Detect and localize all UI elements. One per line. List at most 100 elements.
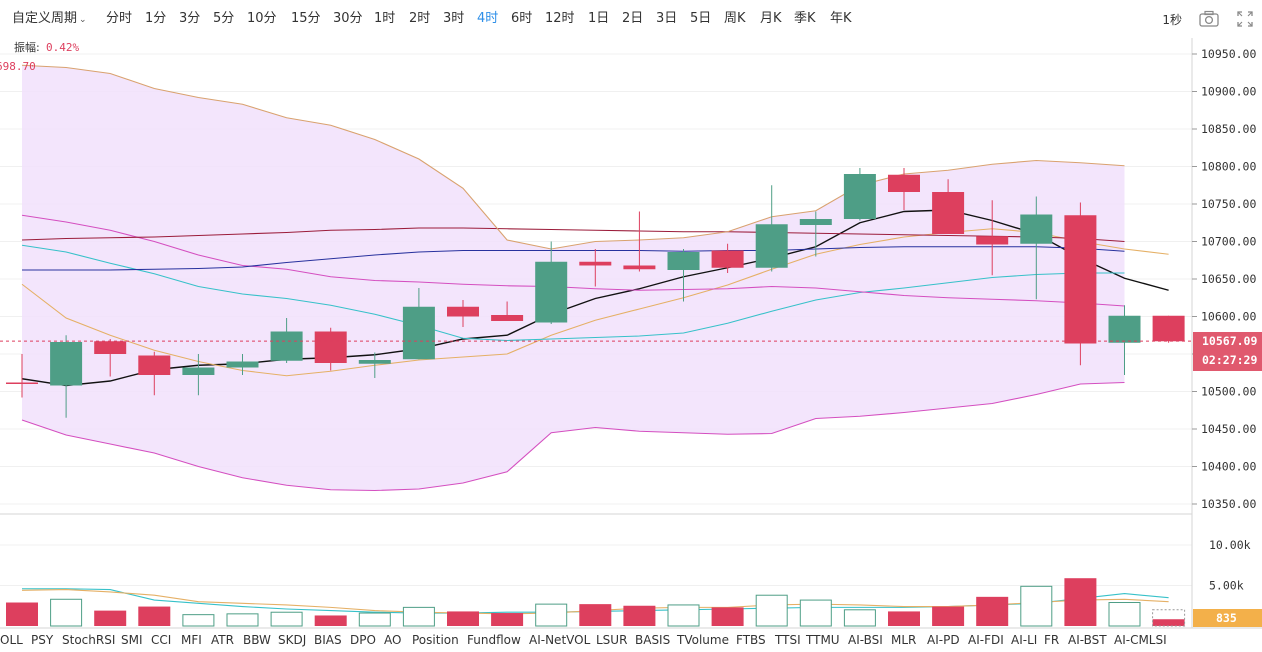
price-axis-label: 10650.00 (1201, 272, 1256, 286)
indicator-tab[interactable]: MLR (891, 633, 917, 647)
timeframe-tab[interactable]: 1时 (374, 11, 396, 26)
timeframe-tab[interactable]: 12时 (545, 11, 575, 26)
kline-chart[interactable]: 10950.00 10900.00 10850.00 10800.00 10750.00… (0, 38, 1262, 652)
indicator-tab[interactable]: TTSI (775, 633, 801, 647)
candle (314, 327, 347, 371)
indicator-tab[interactable]: TTMU (806, 633, 840, 647)
volume-bar (447, 611, 479, 626)
volume-bar (358, 612, 391, 627)
indicator-tab[interactable]: AI-FDI (968, 633, 1004, 647)
timeframe-tab[interactable]: 3日 (656, 11, 678, 26)
timeframe-tab[interactable]: 1分 (145, 11, 167, 26)
indicator-tab[interactable]: AI-BST (1068, 633, 1107, 647)
timeframe-tab[interactable]: 1日 (588, 11, 610, 26)
price-axis-label: 10750.00 (1201, 197, 1256, 211)
ma-magenta-line (21, 214, 1125, 307)
indicator-tab[interactable]: AI-PD (927, 633, 960, 647)
indicator-tab[interactable]: CCI (151, 633, 172, 647)
indicator-tab[interactable]: OLL (0, 633, 23, 647)
timeframe-tab[interactable]: 3时 (443, 11, 465, 26)
current-volume-tag (1193, 609, 1262, 627)
indicator-tab[interactable]: StochRSI (62, 633, 116, 647)
volume-bars (6, 578, 1186, 627)
current-price-tag (1193, 332, 1262, 371)
timeframe-tab[interactable]: 5分 (213, 11, 235, 26)
timeframe-tab[interactable]: 2日 (622, 11, 644, 26)
candle (535, 241, 568, 324)
price-axis-label: 10800.00 (1201, 160, 1256, 174)
indicator-tab[interactable]: BIAS (314, 633, 342, 647)
candle (138, 351, 171, 396)
timeframe-tab[interactable]: 月K (760, 11, 782, 26)
candle (888, 168, 920, 210)
indicator-tab[interactable]: AI-NetVOL (529, 633, 591, 647)
indicator-tab[interactable]: BBW (243, 633, 271, 647)
indicator-tab[interactable]: MFI (181, 633, 202, 647)
volume-bar (1064, 578, 1097, 626)
timeframe-tab[interactable]: 3分 (179, 11, 201, 26)
volume-bar (314, 615, 347, 626)
timeframe-tab[interactable]: 周K (724, 11, 746, 26)
candle (932, 179, 965, 234)
price-axis-label: 10850.00 (1201, 122, 1256, 136)
volume-bar (799, 599, 832, 627)
timeframe-tab[interactable]: 年K (830, 11, 852, 26)
indicator-tab[interactable]: TVolume (677, 633, 729, 647)
custom-period-label: 自定义周期 (12, 11, 78, 26)
indicator-tab[interactable]: SMI (121, 633, 143, 647)
candle (50, 335, 83, 418)
volume-axis: 10.00k 5.00k (1209, 538, 1251, 593)
timeframe-tab[interactable]: 分时 (106, 11, 133, 26)
volume-bar (888, 611, 920, 626)
volume-bar (579, 604, 612, 626)
indicator-tab[interactable]: LSUR (596, 633, 628, 647)
timeframe-tab[interactable]: 5日 (690, 11, 712, 26)
indicator-tab[interactable]: AO (384, 633, 402, 647)
indicator-tab[interactable]: PSY (31, 633, 54, 647)
candle (1020, 196, 1053, 300)
price-axis-label: 10350.00 (1201, 497, 1256, 511)
indicator-tab[interactable]: FTBS (736, 633, 766, 647)
candle (799, 211, 832, 257)
camera-icon[interactable] (1198, 10, 1220, 28)
indicator-tab[interactable]: AI-CMLSI (1114, 633, 1167, 647)
volume-bar (843, 609, 876, 627)
indicator-lines (21, 64, 1169, 492)
timeframe-tab[interactable]: 15分 (291, 11, 321, 26)
indicator-tab[interactable]: FR (1044, 633, 1060, 647)
candle (711, 243, 744, 273)
timeframe-tab[interactable]: 6时 (511, 11, 533, 26)
volume-bar (226, 613, 259, 627)
candle (182, 354, 215, 396)
candle (1152, 315, 1185, 343)
indicator-tab[interactable]: ATR (211, 633, 234, 647)
volume-axis-label: 10.00k (1209, 538, 1251, 552)
timeframe-tab[interactable]: 季K (794, 11, 816, 26)
indicator-tab[interactable]: SKDJ (278, 633, 307, 647)
price-axis-label: 10900.00 (1201, 85, 1256, 99)
bollinger-band-fill (22, 65, 1125, 491)
indicator-tab[interactable]: Fundflow (467, 633, 521, 647)
candlesticks (6, 168, 1185, 418)
ma-orange-line (21, 228, 1169, 377)
ma-cyan-line (21, 244, 1125, 342)
interval-selector[interactable]: 1秒 (1162, 12, 1182, 27)
timeframe-tab[interactable]: 30分 (333, 11, 363, 26)
timeframe-tab[interactable]: 10分 (247, 11, 277, 26)
volume-bar (711, 607, 744, 626)
candle (94, 339, 127, 377)
indicator-tab[interactable]: AI-LI (1011, 633, 1038, 647)
volume-bar (932, 606, 965, 626)
price-axis: 10950.00 10900.00 10850.00 10800.00 10750.00… (1192, 47, 1256, 511)
indicator-tab[interactable]: AI-BSI (848, 633, 883, 647)
indicator-tab[interactable]: BASIS (635, 633, 671, 647)
indicator-tab[interactable]: Position (412, 633, 459, 647)
timeframe-tab[interactable]: 4时 (477, 11, 499, 26)
candle (491, 301, 524, 321)
ma-navy-line (22, 246, 1125, 271)
current-volume-value: 835 (1216, 611, 1237, 625)
custom-period-dropdown[interactable]: 自定义周期 ⌄ (12, 9, 87, 29)
timeframe-tab[interactable]: 2时 (409, 11, 431, 26)
fullscreen-icon[interactable] (1236, 10, 1254, 28)
indicator-tab[interactable]: DPO (350, 633, 376, 647)
